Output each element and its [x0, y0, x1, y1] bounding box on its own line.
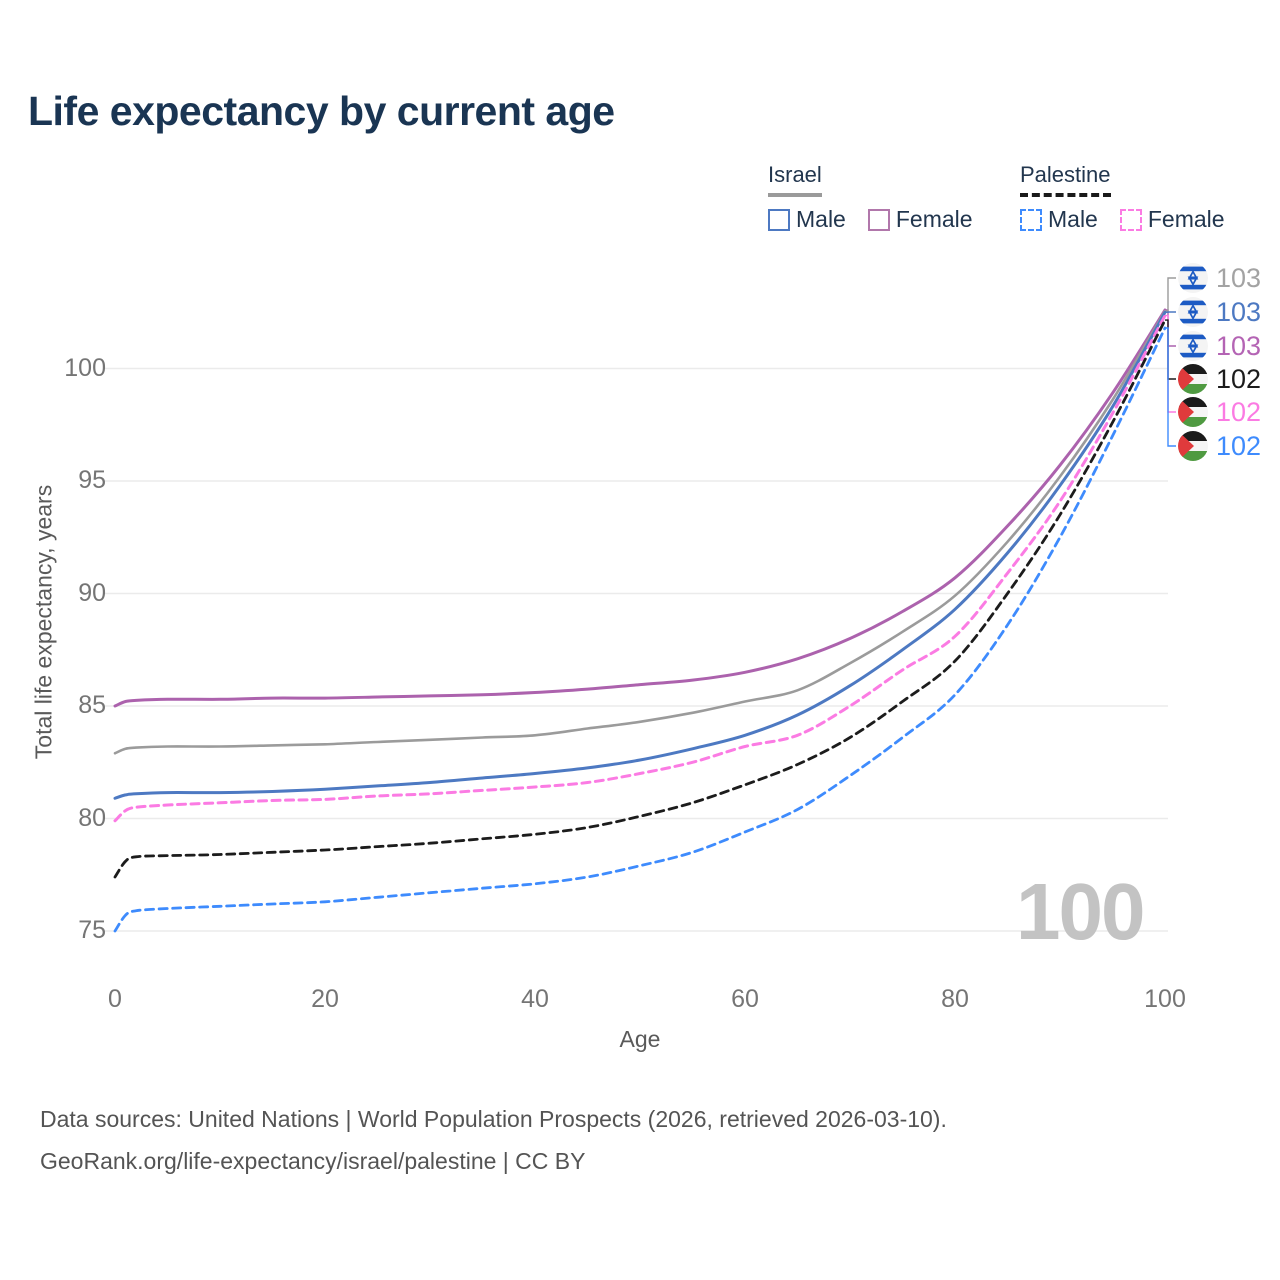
israel-flag-icon — [1178, 297, 1208, 327]
end-label-value: 102 — [1216, 431, 1262, 461]
israel-flag-icon — [1178, 331, 1208, 361]
palestine-flag-icon — [1178, 431, 1208, 461]
end-label-israel-both: 103 — [1178, 263, 1261, 293]
end-label-palestine-female: 102 — [1178, 397, 1261, 427]
israel-flag-icon — [1178, 263, 1208, 293]
series-line-israel-female — [113, 308, 1167, 708]
series-line-israel-both — [113, 309, 1167, 755]
legend-group-israel: Israel Male Female — [768, 162, 973, 233]
end-label-israel-male: 103 — [1178, 297, 1261, 327]
chart-title: Life expectancy by current age — [28, 88, 615, 134]
leader-line-israel-both — [1165, 277, 1176, 312]
end-label-value: 102 — [1216, 364, 1262, 394]
legend-swatch-female-solid — [867, 208, 890, 231]
end-label-israel-female: 103 — [1178, 331, 1261, 361]
legend-items-palestine: Male Female — [1020, 206, 1225, 233]
legend-group-title-israel: Israel — [768, 162, 822, 197]
legend-group-palestine: Palestine Male Female — [1020, 162, 1225, 233]
leader-line-palestine-female — [1165, 314, 1176, 413]
series-line-palestine-male — [113, 326, 1167, 933]
palestine-flag-badge — [1178, 431, 1208, 461]
y-axis-title: Total life expectancy, years — [30, 484, 57, 760]
palestine-flag-badge — [1178, 397, 1208, 427]
x-tick-label-40: 40 — [521, 985, 549, 1013]
palestine-flag-icon — [1178, 397, 1208, 427]
y-tick-label-90: 90 — [78, 578, 106, 607]
legend-item-israel-male[interactable]: Male — [768, 206, 846, 233]
legend-item-label: Female — [1147, 206, 1225, 232]
y-tick-label-85: 85 — [78, 691, 106, 719]
israel-flag-badge — [1178, 263, 1208, 293]
end-label-palestine-both: 102 — [1178, 364, 1261, 394]
legend-item-palestine-female[interactable]: Female — [1119, 206, 1225, 233]
legend-swatch-male-dashed — [1020, 208, 1042, 231]
series-line-palestine-both — [113, 318, 1167, 879]
legend-item-label: Male — [1048, 206, 1098, 232]
palestine-flag-icon — [1178, 364, 1208, 394]
legend-item-palestine-male[interactable]: Male — [1020, 206, 1098, 233]
israel-flag-badge — [1178, 331, 1208, 361]
x-tick-label-20: 20 — [311, 985, 339, 1013]
x-tick-label-0: 0 — [108, 985, 122, 1013]
x-tick-label-80: 80 — [941, 985, 969, 1013]
end-label-value: 103 — [1216, 263, 1262, 293]
x-tick-label-60: 60 — [731, 985, 759, 1013]
y-tick-label-75: 75 — [78, 916, 106, 944]
series-line-israel-male — [113, 310, 1167, 800]
leader-line-palestine-both — [1165, 319, 1176, 380]
end-label-palestine-male: 102 — [1178, 431, 1261, 461]
leader-line-palestine-male — [1165, 327, 1176, 447]
legend-items-israel: Male Female — [768, 206, 973, 233]
end-label-value: 103 — [1216, 297, 1262, 327]
legend-item-israel-female[interactable]: Female — [867, 206, 973, 233]
x-axis-title: Age — [619, 1026, 661, 1052]
end-label-value: 102 — [1216, 397, 1262, 427]
y-tick-label-95: 95 — [78, 466, 106, 494]
legend-swatch-male-solid — [768, 208, 790, 231]
legend-item-label: Female — [895, 206, 973, 232]
legend-item-label: Male — [796, 206, 846, 232]
y-tick-label-100: 100 — [64, 353, 106, 382]
series-line-palestine-female — [113, 314, 1167, 823]
israel-flag-badge — [1178, 297, 1208, 327]
legend-swatch-female-dashed — [1119, 208, 1142, 231]
end-label-value: 103 — [1216, 331, 1262, 361]
palestine-flag-badge — [1178, 364, 1208, 394]
attribution-note: GeoRank.org/life-expectancy/israel/pales… — [40, 1148, 586, 1174]
data-sources-note: Data sources: United Nations | World Pop… — [40, 1106, 947, 1132]
y-tick-label-80: 80 — [78, 803, 106, 832]
x-tick-label-100: 100 — [1144, 985, 1186, 1013]
legend-group-title-palestine: Palestine — [1020, 162, 1111, 197]
age-counter-watermark: 100 — [1016, 867, 1145, 956]
